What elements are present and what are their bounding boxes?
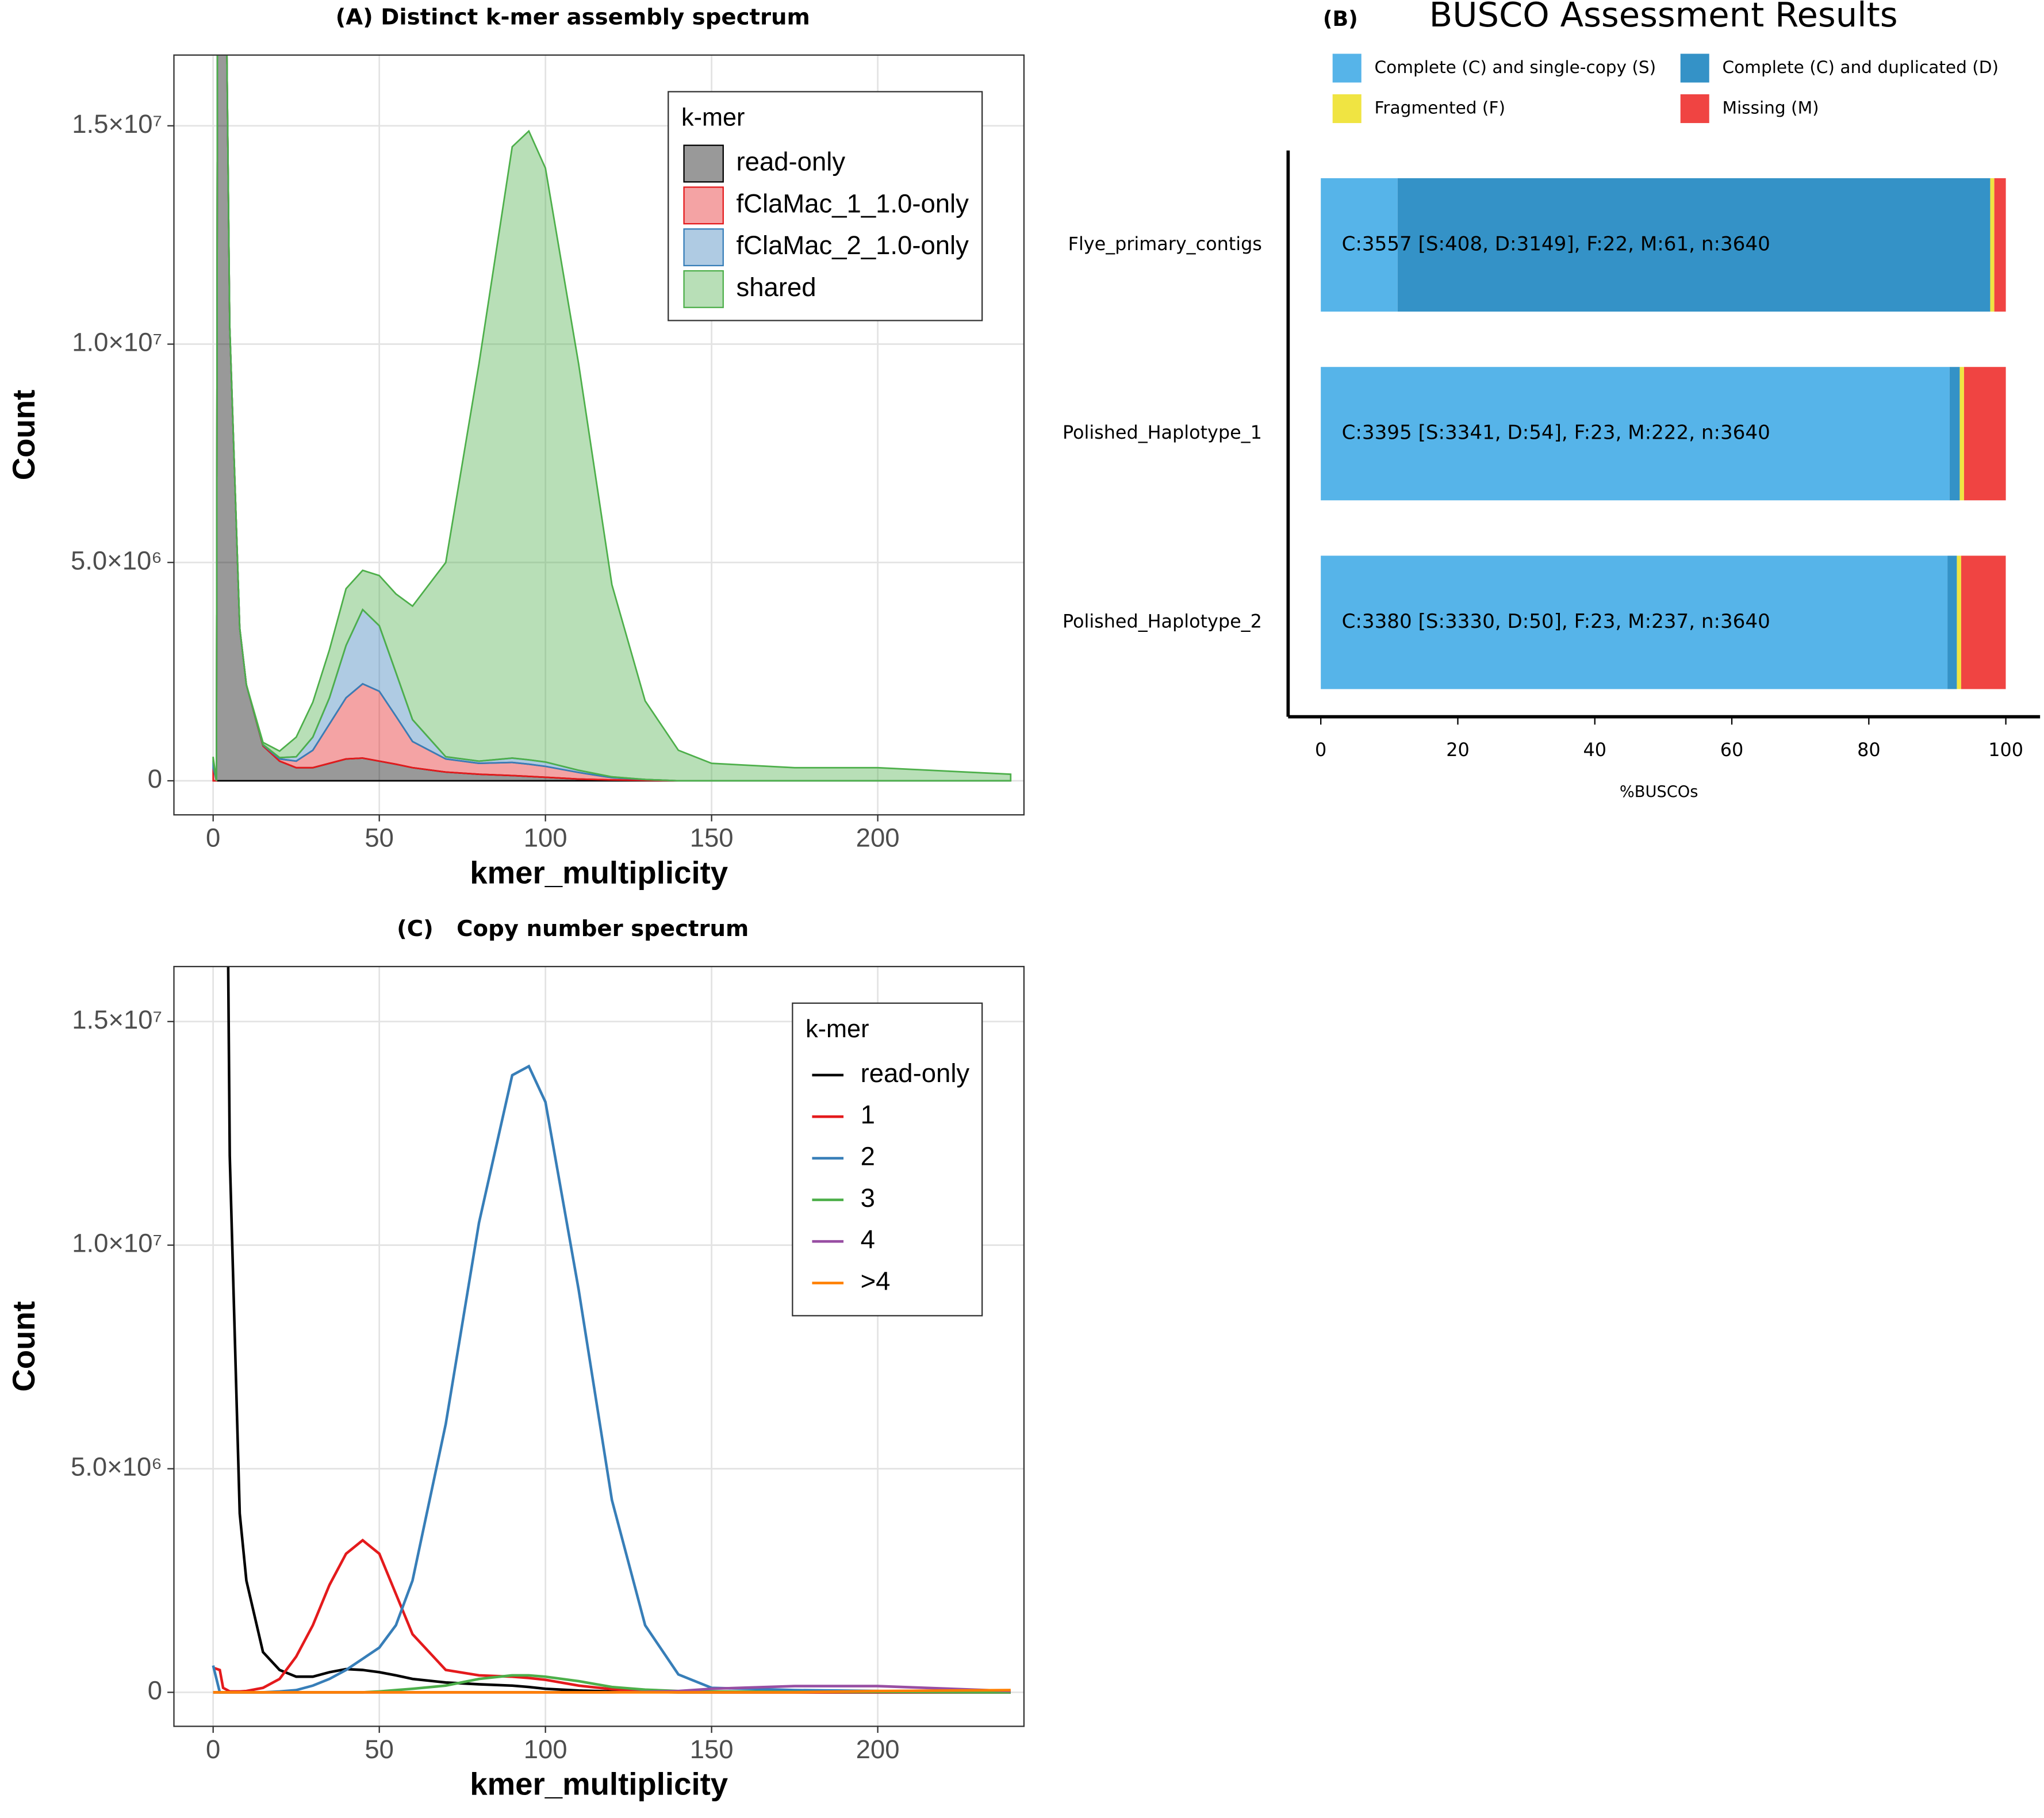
y-tick-label: 1.5×10⁷ [72,109,162,139]
y-tick-label: 0 [148,1675,162,1705]
chart-title: BUSCO Assessment Results [1429,0,1898,34]
legend-title: k-mer [681,104,745,132]
bar [1957,555,1961,689]
x-tick-label: 100 [524,823,567,852]
legend-label: read-only [737,147,846,177]
legend-label: >4 [861,1267,891,1296]
legend-key [683,270,724,308]
x-tick-label: 200 [856,823,900,852]
x-tick-label: 0 [206,823,220,852]
y-tick-label: 1.0×10⁷ [72,1229,162,1258]
plot-border [173,54,1025,816]
x-tick-label: 0 [206,1735,220,1764]
legend-key [1332,53,1362,83]
legend-box [668,91,983,321]
bar [1961,555,2006,689]
legend-key [683,186,724,225]
y-axis-label: Count [6,1301,41,1392]
category-label: Polished_Haplotype_2 [1063,611,1262,632]
category-label: Polished_Haplotype_1 [1063,421,1262,443]
plot-layer [212,966,1011,1694]
bar [1947,555,1957,689]
legend-key [683,144,724,183]
legend-label: read-only [861,1058,970,1088]
legend-label: 4 [861,1225,875,1254]
chart-title: (A) Distinct k-mer assembly spectrum [336,5,810,30]
legend-label: 3 [861,1183,875,1213]
legend-label: Complete (C) and duplicated (D) [1722,57,1999,77]
y-axis-label: Count [6,390,41,481]
legend-label: Missing (M) [1722,98,1819,118]
x-tick-label: 150 [690,823,734,852]
legend-label: Complete (C) and single-copy (S) [1374,57,1656,77]
x-tick-label: 200 [856,1735,900,1764]
plot-layer [212,55,1012,782]
bar [1321,178,1398,312]
x-tick-label: 0 [1315,739,1326,761]
legend-label: shared [737,273,816,302]
bar [1994,178,2006,312]
y-tick-label: 0 [148,764,162,793]
line [213,1689,1011,1694]
bar-label: C:3380 [S:3330, D:50], F:23, M:237, n:36… [1342,610,1770,633]
x-tick-label: 150 [690,1735,734,1764]
x-tick-label: 50 [365,823,394,852]
legend-label: 2 [861,1142,875,1171]
bar [1959,367,1964,501]
bar-label: C:3395 [S:3341, D:54], F:23, M:222, n:36… [1342,421,1770,444]
legend-title: k-mer [806,1015,869,1043]
x-tick-label: 80 [1857,739,1881,761]
legend-label: fClaMac_2_1.0-only [737,231,969,260]
bar-label: C:3557 [S:408, D:3149], F:22, M:61, n:36… [1342,232,1770,255]
x-tick-label: 40 [1583,739,1606,761]
panel-label: (B) [1323,6,1358,31]
bar [1397,178,1991,312]
legend-label: fClaMac_1_1.0-only [737,189,969,218]
y-tick-label: 5.0×10⁶ [71,1452,162,1482]
bar [1321,555,1948,689]
x-axis-label: %BUSCOs [1620,783,1698,801]
legend-label: Fragmented (F) [1374,98,1505,118]
x-axis-label: kmer_multiplicity [470,855,728,890]
legend-key [1332,94,1362,124]
legend-label: 1 [861,1100,875,1129]
plot-border [173,965,1025,1727]
area [212,55,1012,782]
x-tick-label: 100 [524,1735,567,1764]
y-tick-label: 5.0×10⁶ [71,546,162,575]
y-tick-label: 1.0×10⁷ [72,328,162,357]
legend-key [683,228,724,267]
bar [1964,367,2006,501]
x-tick-label: 60 [1720,739,1744,761]
bar [1949,367,1960,501]
bar [1990,178,1995,312]
y-tick-label: 1.5×10⁷ [72,1005,162,1034]
chart-title: (C) Copy number spectrum [397,916,749,942]
x-tick-label: 20 [1446,739,1470,761]
x-tick-label: 50 [365,1735,394,1764]
category-label: Flye_primary_contigs [1068,233,1262,255]
bar [1321,367,1950,501]
x-tick-label: 100 [1988,739,2023,761]
legend-key [1680,53,1709,83]
legend-key [1680,94,1709,124]
x-axis-label: kmer_multiplicity [470,1767,728,1802]
